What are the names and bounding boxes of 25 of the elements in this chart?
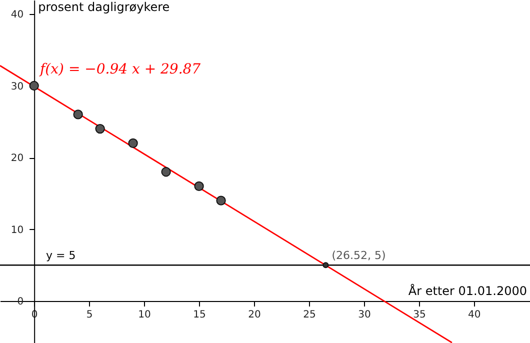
x-tick-label: 35 (413, 310, 426, 321)
point (194, 181, 204, 192)
x-tick-label: 40 (468, 310, 481, 321)
y-tick-label: 10 (10, 224, 24, 236)
point (73, 110, 83, 120)
point (128, 138, 138, 148)
x-tick-label: 20 (248, 310, 261, 321)
point (95, 124, 105, 134)
x-axis-title: År etter 01.01.2000 (408, 283, 527, 298)
x-tick-label: 25 (303, 310, 316, 321)
y-tick-label: 20 (10, 153, 24, 164)
series-label: f(x) = −0.94 x + 29.87 (39, 62, 201, 78)
x-tick-label: 5 (86, 310, 93, 321)
point (216, 196, 226, 206)
x-tick-label: 30 (358, 310, 371, 321)
y-axis-title: prosent dagligrøykere (38, 0, 170, 14)
y-tick-label: 30 (10, 81, 24, 92)
annotation: (26.52, 5) (332, 249, 386, 262)
point (29, 80, 39, 91)
y-tick-label: 40 (10, 9, 24, 20)
x-tick-label: 15 (193, 310, 206, 321)
ref-line-label: y = 5 (46, 249, 76, 262)
point (322, 262, 329, 268)
point (161, 167, 171, 177)
x-tick-label: 10 (138, 310, 151, 321)
